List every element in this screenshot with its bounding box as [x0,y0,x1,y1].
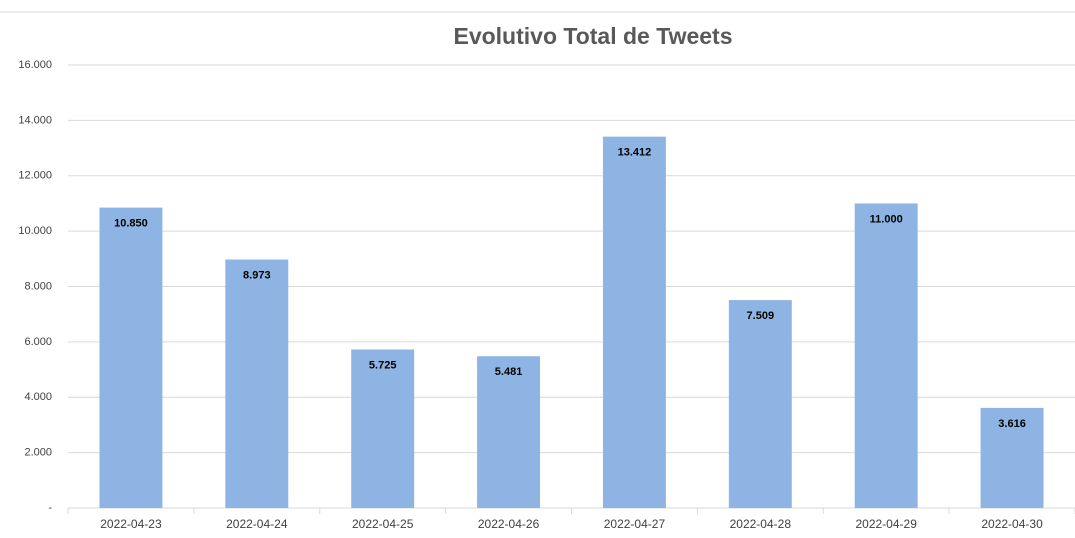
x-tick-label: 2022-04-24 [226,517,288,531]
x-tick-label: 2022-04-28 [730,517,792,531]
bar [99,207,163,508]
value-label: 8.973 [243,269,271,281]
bar [728,300,792,508]
value-label: 13.412 [618,147,652,159]
bar [854,203,918,508]
y-tick-label: 2.000 [24,447,52,459]
x-tick-label: 2022-04-25 [352,517,414,531]
value-label: 3.616 [998,418,1026,430]
value-label: 10.850 [114,217,148,229]
bar [225,259,289,508]
x-tick-label: 2022-04-23 [100,517,162,531]
bar [351,349,415,508]
bar [477,356,541,508]
y-tick-label: 10.000 [18,225,52,237]
x-tick-label: 2022-04-26 [478,517,540,531]
y-tick-label: 6.000 [24,336,52,348]
value-label: 5.725 [369,359,397,371]
x-tick-label: 2022-04-27 [604,517,666,531]
value-label: 7.509 [747,310,775,322]
y-tick-label: 12.000 [18,170,52,182]
x-tick-label: 2022-04-30 [981,517,1043,531]
y-tick-label: 14.000 [18,114,52,126]
x-tick-label: 2022-04-29 [855,517,917,531]
value-label: 11.000 [870,213,903,225]
y-tick-label: 4.000 [24,391,52,403]
bar [980,407,1044,508]
y-tick-label: 8.000 [24,280,52,292]
chart-title: Evolutivo Total de Tweets [453,23,732,49]
y-tick-label: - [48,502,52,514]
value-label: 5.481 [495,366,523,378]
y-tick-label: 16.000 [18,59,52,71]
bar [602,136,666,508]
